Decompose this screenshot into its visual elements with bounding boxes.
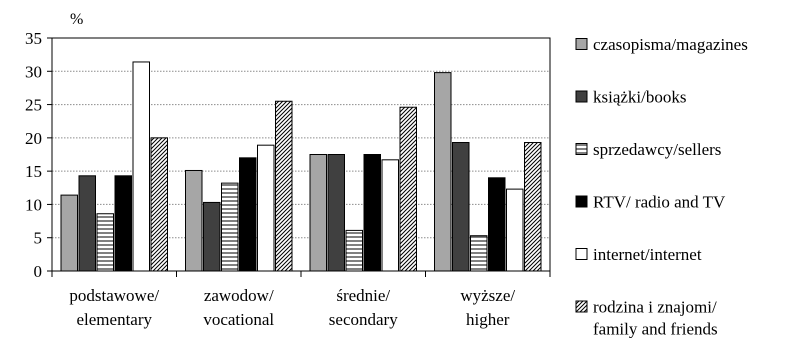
bar: [452, 142, 470, 272]
bar: [327, 154, 345, 272]
y-tick-label: 30: [25, 62, 42, 81]
category-label: elementary: [76, 310, 152, 329]
bar: [60, 194, 78, 272]
category-label: higher: [466, 310, 510, 329]
plot-area-frame: [51, 37, 551, 272]
category-label: zawodow/: [204, 286, 274, 305]
legend-swatch: [575, 143, 588, 155]
y-tick-label: 5: [34, 229, 43, 248]
bar: [239, 157, 257, 272]
category-label: vocational: [203, 310, 274, 329]
bar: [524, 142, 542, 272]
y-tick-label: 15: [25, 162, 42, 181]
bar: [506, 188, 524, 272]
legend-label: czasopisma/magazines: [593, 35, 748, 54]
legend-swatch: [575, 248, 588, 260]
y-tick-label: 35: [25, 29, 42, 48]
legend-label: internet/internet: [593, 245, 702, 264]
bar: [132, 61, 150, 272]
category-label: wyższe/: [460, 286, 515, 305]
legend-swatch: [575, 195, 588, 208]
bar: [363, 154, 381, 272]
bar: [150, 137, 168, 272]
bar: [309, 154, 327, 272]
legend-label: sprzedawcy/sellers: [593, 140, 721, 159]
y-tick-label: 20: [25, 129, 42, 148]
legend-swatch: [575, 300, 588, 313]
bar: [381, 159, 399, 272]
bars: [60, 61, 542, 272]
y-unit-label: %: [70, 11, 83, 28]
y-tick-label: 10: [25, 195, 42, 214]
category-label: secondary: [329, 310, 398, 329]
bar: [96, 213, 114, 272]
legend-label: RTV/ radio and TV: [593, 193, 726, 212]
legend-label: family and friends: [593, 320, 718, 339]
bar: [345, 229, 363, 272]
bar: [221, 182, 239, 272]
bar: [488, 177, 506, 272]
bar: [399, 106, 417, 272]
bar: [257, 144, 275, 272]
bar: [114, 175, 132, 272]
y-tick-label: 0: [34, 262, 43, 281]
bar: [185, 169, 203, 272]
bar: [470, 235, 488, 272]
axes: 0 5 10 15 20 25 30 35% podstawowe/elementary zawo…: [25, 11, 551, 329]
legend-label: rodzina i znajomi/: [593, 298, 717, 317]
category-label: podstawowe/: [69, 286, 159, 305]
category-label: średnie/: [336, 286, 390, 305]
bar: [203, 201, 221, 272]
legend-swatch: [575, 90, 588, 103]
legend-label: książki/books: [593, 88, 687, 107]
legend: czasopisma/magazines książki/books sprzeda…: [575, 35, 748, 339]
bar: [275, 100, 293, 272]
bar: [78, 175, 96, 272]
legend-swatch: [575, 38, 588, 50]
y-tick-label: 25: [25, 96, 42, 115]
bar: [434, 72, 452, 272]
